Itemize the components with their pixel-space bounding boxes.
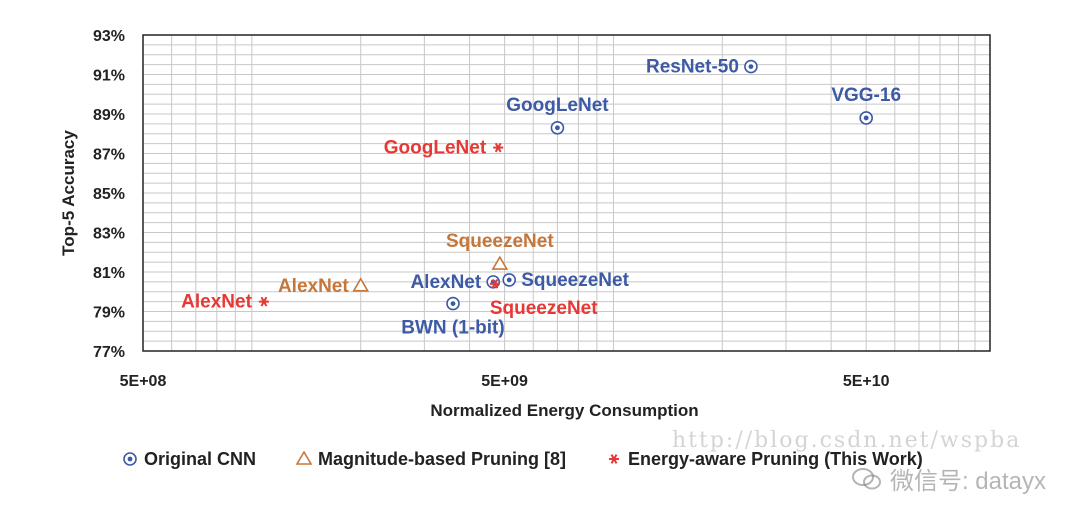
- y-tick-label: 79%: [93, 305, 125, 322]
- data-label: AlexNet: [410, 272, 481, 293]
- watermark-wechat-text: 微信号: datayx: [889, 468, 1046, 495]
- data-point: [258, 296, 269, 307]
- data-label: SqueezeNet: [521, 270, 629, 291]
- wechat-icon: [851, 467, 881, 489]
- vertical-gridlines: [142, 35, 976, 351]
- legend-marker: [123, 452, 137, 466]
- legend-marker: [609, 454, 620, 464]
- data-label: BWN (1-bit): [401, 318, 504, 339]
- data-label: GoogLeNet: [384, 138, 487, 159]
- y-tick-label: 83%: [93, 226, 125, 243]
- x-tick-label: 5E+09: [481, 373, 528, 390]
- series-asterisk: GoogLeNet AlexNet SqueezeNet: [181, 138, 598, 319]
- data-point: [491, 255, 509, 270]
- legend-item: Energy-aware Pruning (This Work): [606, 449, 923, 470]
- data-point: [550, 121, 565, 135]
- y-tick-label: 87%: [93, 147, 125, 164]
- y-tick-label: 93%: [93, 28, 125, 45]
- data-point: [489, 279, 500, 289]
- x-tick-label: 5E+10: [843, 373, 890, 390]
- chart-legend: Original CNN Magnitude-based Pruning [8] E…: [122, 445, 963, 473]
- y-tick-label: 85%: [93, 186, 125, 203]
- watermark: 微信号: datayx: [851, 461, 1046, 496]
- horizontal-gridlines: [143, 34, 990, 352]
- legend-marker-icon: [609, 454, 620, 464]
- data-label: GoogLeNet: [506, 95, 609, 116]
- series-circle-dot: ResNet-50 VGG-16 GoogLeNet AlexNet SqueezeNe…: [401, 57, 901, 339]
- x-axis-title: Normalized Energy Consumption: [430, 401, 698, 420]
- x-tick-label: 5E+08: [120, 373, 167, 390]
- legend-marker: [296, 451, 313, 465]
- data-point: [446, 296, 460, 311]
- data-label: VGG-16: [831, 85, 901, 106]
- legend-marker-icon: [123, 452, 137, 466]
- legend-item: Magnitude-based Pruning [8]: [296, 449, 566, 470]
- data-point: [744, 59, 758, 74]
- y-tick-label: 81%: [93, 265, 125, 282]
- y-tick-label: 91%: [93, 68, 125, 85]
- data-label: SqueezeNet: [490, 298, 598, 319]
- legend-label: Energy-aware Pruning (This Work): [628, 448, 923, 469]
- data-point: [352, 277, 370, 292]
- series-triangle: AlexNet SqueezeNet: [278, 231, 554, 297]
- data-label: AlexNet: [278, 276, 349, 297]
- watermark-url: http://blog.csdn.net/wspba: [672, 428, 1022, 453]
- data-point: [493, 142, 504, 153]
- data-label: AlexNet: [181, 292, 252, 313]
- legend-marker-icon: [296, 451, 313, 465]
- plot-border: [142, 34, 991, 352]
- data-point: [859, 111, 873, 125]
- data-point: [502, 273, 517, 287]
- legend-item: Original CNN: [122, 449, 256, 470]
- legend-label: Original CNN: [144, 448, 257, 469]
- data-label: ResNet-50: [646, 57, 739, 78]
- data-label: SqueezeNet: [446, 231, 554, 252]
- y-tick-label: 89%: [93, 107, 125, 124]
- legend-label: Magnitude-based Pruning [8]: [318, 448, 567, 469]
- y-tick-label: 77%: [93, 344, 125, 361]
- y-axis-title: Top-5 Accuracy: [59, 130, 78, 256]
